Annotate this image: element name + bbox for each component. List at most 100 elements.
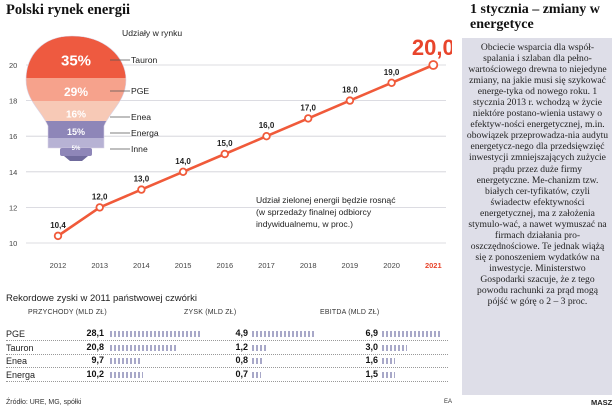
company-name: Energa <box>6 369 36 380</box>
data-label: 20,0 <box>412 35 452 60</box>
segment-name: PGE <box>131 86 149 96</box>
article-author: MASZ <box>591 398 613 407</box>
segment-name: Energa <box>131 128 159 138</box>
company-name: PGE <box>6 329 26 339</box>
bulb-segments <box>26 36 126 148</box>
data-point <box>137 185 146 194</box>
article-column: 1 stycznia – zmiany w energetyce Obcieci… <box>462 0 612 415</box>
annotation-line: Udział zielonej energii będzie rosnąć <box>256 195 396 205</box>
bulb-value-label: 16% <box>66 110 86 121</box>
segment-name: Enea <box>131 112 151 122</box>
energy-chart: 10 12 14 16 18 20 2012 2013 2014 2015 2016 2017 2018… <box>9 28 452 270</box>
data-point <box>345 96 355 105</box>
data-label: 12,0 <box>92 192 108 201</box>
bulb-value-label: 5% <box>72 146 81 152</box>
przychody-value: 9,7 <box>91 355 104 365</box>
przychody-value: 28,1 <box>86 328 104 338</box>
company-name: Tauron <box>6 342 34 353</box>
data-point <box>53 231 63 241</box>
data-label: 10,4 <box>50 221 66 230</box>
data-label: 17,0 <box>300 103 316 112</box>
x-tick-label: 2018 <box>300 261 317 270</box>
przychody-value: 20,8 <box>86 341 104 352</box>
data-label: 15,0 <box>217 139 233 148</box>
data-point <box>428 60 439 70</box>
bulb-value-label: 35% <box>61 52 91 69</box>
table-row: PGE 28,1 4,9 6,9 <box>6 328 448 341</box>
data-point <box>262 131 271 141</box>
series-line <box>57 63 434 237</box>
data-point <box>387 78 396 87</box>
ebitda-value: 1,6 <box>365 355 378 365</box>
x-tick-label: 2020 <box>383 261 400 270</box>
przychody-bar <box>110 371 143 378</box>
table-column-header: PRZYCHODY (MLD ZŁ) <box>28 309 107 316</box>
zysk-bar <box>252 371 261 378</box>
table-row: Energa 10,2 0,7 1,5 <box>6 369 448 382</box>
zysk-value: 0,7 <box>235 368 248 379</box>
article-title: 1 stycznia – zmiany w energetyce <box>470 2 600 32</box>
przychody-bar <box>110 331 200 337</box>
company-name: Enea <box>6 356 28 366</box>
x-tick-label: 2019 <box>342 261 359 270</box>
data-label: 14,0 <box>175 157 191 166</box>
przychody-bar <box>110 344 177 351</box>
annotation-line: indywidualnemu, w proc.) <box>256 219 353 229</box>
y-tick-label: 18 <box>9 97 17 106</box>
data-point <box>178 167 188 176</box>
data-point <box>304 114 313 123</box>
data-label: 16,0 <box>259 121 275 130</box>
data-point <box>220 149 229 159</box>
data-label: 18,0 <box>342 86 358 95</box>
przychody-value: 10,2 <box>86 368 104 379</box>
x-tick-label: 2014 <box>133 261 150 270</box>
bulb-segment-enea <box>26 101 126 121</box>
zysk-bar <box>252 331 314 337</box>
bulb-value-label: 15% <box>67 127 85 137</box>
annotation-line: (w sprzedaży finalnej odbiorcy <box>256 207 372 217</box>
article-sidebar: Obciecie wsparcia dla współ-spalania i s… <box>462 38 612 395</box>
ebitda-value: 6,9 <box>365 328 378 338</box>
infographic: Polski rynek energii 10 12 14 16 18 20 2012 201… <box>6 2 453 406</box>
table-column-header: ZYSK (MLD ZŁ) <box>184 309 237 316</box>
source-note: Źródło: URE, MG, spółki <box>6 399 82 406</box>
x-tick-label: 2016 <box>216 261 233 270</box>
bulb-title: Udziały w rynku <box>122 28 182 38</box>
ebitda-value: 1,5 <box>365 368 378 379</box>
ebitda-bar <box>382 358 396 364</box>
bulb-segment-energa <box>26 121 126 138</box>
data-point <box>95 203 104 212</box>
ebitda-bar <box>382 331 440 337</box>
x-tick-label: 2017 <box>258 261 275 270</box>
zysk-value: 0,8 <box>235 355 248 365</box>
article-body: Obciecie wsparcia dla współ-spalania i s… <box>466 42 609 308</box>
przychody-bar <box>110 358 142 364</box>
y-tick-label: 16 <box>9 132 17 141</box>
data-label: 19,0 <box>384 68 400 77</box>
ebitda-value: 3,0 <box>365 341 378 352</box>
x-tick-label: 2013 <box>91 261 108 270</box>
table-title: Rekordowe zyski w 2011 państwowej czwórk… <box>6 293 197 304</box>
zysk-bar <box>252 344 268 351</box>
graphic-initials: EA <box>444 399 453 405</box>
x-tick-label: 2012 <box>50 261 67 270</box>
bulb-segment-pge <box>26 78 126 101</box>
table-row: Enea 9,7 0,8 1,6 <box>6 355 448 368</box>
ebitda-bar <box>382 344 408 351</box>
bulb-value-label: 29% <box>64 85 88 99</box>
graphic-title: Polski rynek energii <box>6 2 131 18</box>
y-tick-label: 10 <box>9 239 17 248</box>
ebitda-bar <box>382 371 395 378</box>
bulb-segment-inne <box>26 138 126 148</box>
x-tick-label: 2021 <box>425 261 442 270</box>
bulb-base <box>60 148 92 156</box>
x-tick-label: 2015 <box>175 261 192 270</box>
zysk-bar <box>252 358 263 364</box>
segment-name: Tauron <box>131 55 157 65</box>
y-tick-label: 12 <box>9 203 17 212</box>
zysk-value: 4,9 <box>235 328 248 338</box>
y-tick-label: 20 <box>9 61 17 70</box>
bulb-tip <box>64 156 88 161</box>
table-row: Tauron 20,8 1,2 3,0 <box>6 342 448 355</box>
zysk-value: 1,2 <box>235 341 248 352</box>
